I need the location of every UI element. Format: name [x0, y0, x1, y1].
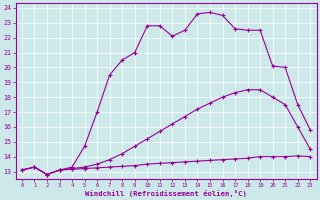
X-axis label: Windchill (Refroidissement éolien,°C): Windchill (Refroidissement éolien,°C) [85, 190, 247, 197]
